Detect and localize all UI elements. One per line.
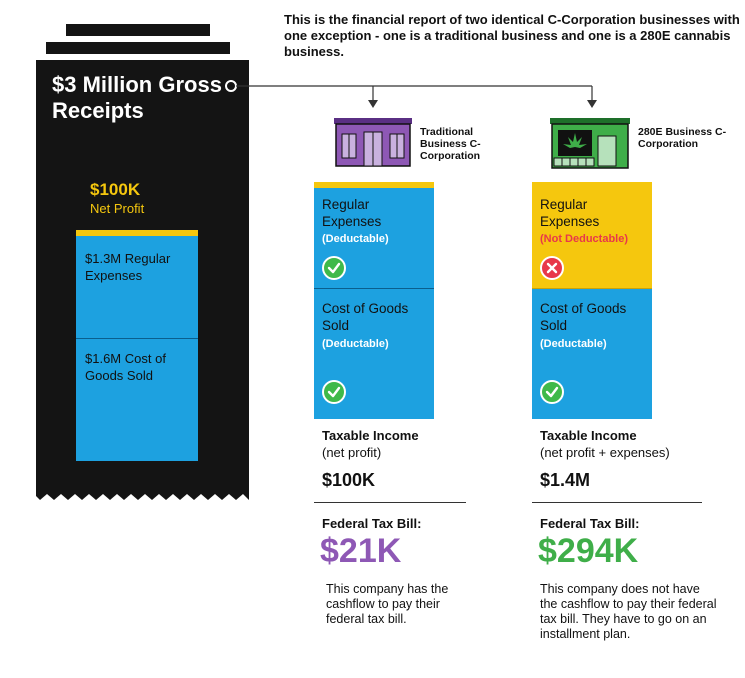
receipt-net-profit-label: Net Profit: [90, 201, 145, 216]
cannabis-taxable-income-label: Taxable Income: [540, 428, 637, 443]
receipt-top-strip-2: [46, 42, 230, 54]
traditional-taxable-income-sub: (net profit): [322, 445, 382, 460]
traditional-description: This company has the cashflow to pay the…: [326, 582, 449, 626]
cannabis-regular-x-icon: [540, 256, 564, 280]
traditional-separator: [314, 502, 466, 503]
traditional-building-icon: [334, 118, 412, 167]
receipt-profit-bar: [76, 230, 198, 236]
cannabis-building-icon: [550, 118, 630, 169]
traditional-regular-expenses-label: Regular Expenses: [322, 197, 382, 229]
traditional-profit-bar: [314, 182, 434, 188]
receipt-regular-expenses: $1.3M Regular Expenses: [85, 251, 171, 283]
cannabis-cogs-check-icon: [540, 380, 564, 404]
traditional-label: Traditional Business C-Corporation: [420, 126, 481, 162]
cannabis-separator: [532, 502, 702, 503]
cannabis-block-divider: [532, 288, 652, 289]
intro-text: This is the financial report of two iden…: [284, 12, 740, 59]
receipt-divider: [76, 338, 198, 339]
cannabis-taxable-income-value: $1.4M: [540, 470, 591, 490]
traditional-cogs-label: Cost of Goods Sold: [322, 301, 409, 333]
receipt-jagged-edge: [36, 490, 249, 500]
receipt-cogs: $1.6M Cost of Goods Sold: [85, 351, 166, 383]
cannabis-federal-tax-value: $294K: [538, 532, 639, 570]
traditional-federal-tax-value: $21K: [320, 532, 402, 570]
cannabis-label: 280E Business C-Corporation: [638, 126, 727, 150]
cannabis-cogs-note: (Deductable): [540, 338, 607, 350]
cannabis-taxable-income-sub: (net profit + expenses): [540, 445, 670, 460]
cannabis-profit-bar: [532, 182, 652, 188]
traditional-block-divider: [314, 288, 434, 289]
cannabis-description: This company does not have the cashflow …: [540, 582, 717, 641]
receipt-top-strip: [66, 24, 210, 36]
receipt-expenses-block: [76, 236, 198, 461]
traditional-regular-check-icon: [322, 256, 346, 280]
receipt-net-profit-value: $100K: [90, 180, 141, 199]
cannabis-regular-expenses-label: Regular Expenses: [540, 197, 600, 229]
traditional-cogs-check-icon: [322, 380, 346, 404]
traditional-federal-tax-label: Federal Tax Bill:: [322, 516, 422, 531]
cannabis-cogs-label: Cost of Goods Sold: [540, 301, 627, 333]
traditional-taxable-income-value: $100K: [322, 470, 376, 490]
cannabis-federal-tax-label: Federal Tax Bill:: [540, 516, 640, 531]
traditional-taxable-income-label: Taxable Income: [322, 428, 419, 443]
receipt-title: $3 Million Gross Receipts: [52, 72, 222, 123]
traditional-regular-expenses-note: (Deductable): [322, 233, 389, 245]
traditional-cogs-note: (Deductable): [322, 338, 389, 350]
cannabis-regular-expenses-note: (Not Deductable): [540, 233, 628, 245]
